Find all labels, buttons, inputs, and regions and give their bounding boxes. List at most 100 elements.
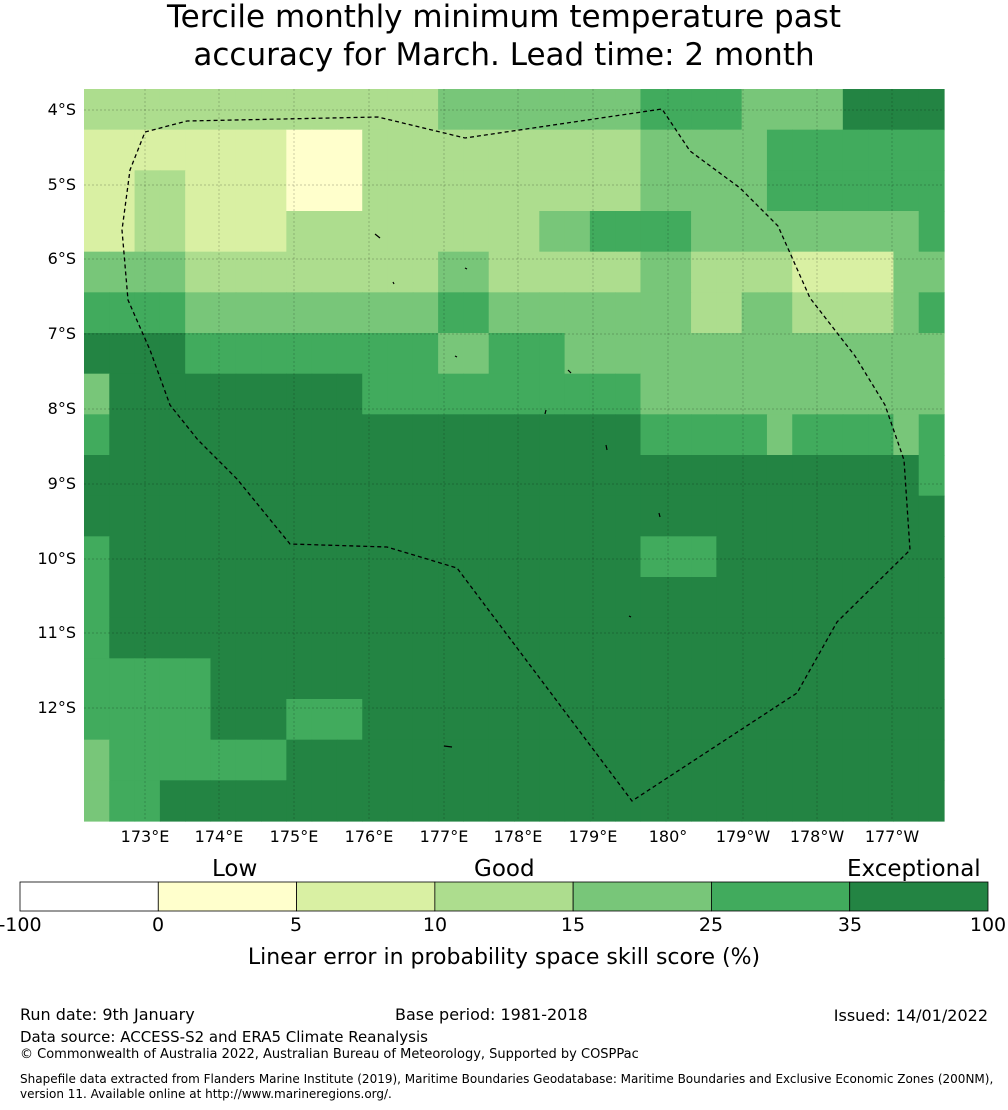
grid-cell [261, 536, 287, 578]
grid-cell [640, 211, 667, 253]
grid-cell [412, 699, 439, 741]
grid-cell [412, 373, 439, 415]
grid-cell [159, 617, 186, 659]
grid-cell [488, 455, 515, 497]
grid-cell [918, 251, 945, 293]
grid-cell [514, 292, 540, 334]
grid-cell [817, 780, 844, 822]
grid-cell [286, 170, 313, 212]
grid-cell [741, 292, 768, 334]
grid-cell [589, 373, 616, 415]
title-line-1: Tercile monthly minimum temperature past [166, 0, 842, 35]
grid-cell [564, 495, 591, 537]
grid-cell [665, 699, 692, 741]
grid-cell [589, 780, 616, 822]
lat-label: 9°S [47, 474, 76, 493]
grid-cell [336, 455, 363, 497]
grid-cell [235, 89, 262, 131]
grid-cell [817, 373, 844, 415]
grid-cell [412, 89, 439, 131]
data-source: Data source: ACCESS-S2 and ERA5 Climate … [20, 1028, 428, 1046]
grid-cell [589, 129, 616, 171]
grid-cell [210, 414, 237, 456]
grid-cell [691, 251, 717, 293]
grid-cell [842, 333, 869, 375]
grid-cell [615, 455, 642, 497]
grid-cell [665, 455, 692, 497]
grid-cell [488, 658, 515, 700]
grid-cell [589, 414, 616, 456]
grid-cell [412, 251, 439, 293]
grid-cell [261, 129, 287, 171]
grid-cell [766, 495, 793, 537]
grid-cell [716, 699, 743, 741]
category-good: Good [474, 856, 535, 882]
grid-cell [514, 617, 540, 659]
grid-cell [792, 617, 819, 659]
grid-cell [918, 495, 945, 537]
grid-cell [235, 699, 262, 741]
colorbar-segment [572, 881, 712, 912]
grid-cell [564, 577, 591, 619]
grid-cell [842, 129, 869, 171]
grid-cell [539, 495, 566, 537]
lon-label: 175°E [269, 827, 319, 846]
grid-cell [235, 211, 262, 253]
grid-cell [210, 251, 237, 293]
grid-cell [665, 414, 692, 456]
grid-cell [514, 414, 540, 456]
grid-cell [84, 739, 110, 781]
grid-cell [412, 414, 439, 456]
grid-cell [235, 129, 262, 171]
grid-cell [362, 333, 389, 375]
lon-label: 176°E [344, 827, 394, 846]
grid-cell [84, 455, 110, 497]
island [658, 512, 661, 518]
grid-cell [387, 455, 414, 497]
colorbar-tick: 100 [969, 914, 1007, 936]
grid-cell [412, 170, 439, 212]
grid-cell [918, 577, 945, 619]
grid-cell [286, 617, 313, 659]
grid-cell [159, 699, 186, 741]
grid-cell [868, 617, 895, 659]
grid-cell [842, 251, 869, 293]
grid-cell [716, 373, 743, 415]
grid-cell [665, 780, 692, 822]
grid-cell [868, 333, 895, 375]
grid-cell [792, 211, 819, 253]
grid-cell [514, 373, 540, 415]
grid-cell [615, 739, 642, 781]
grid-cell [210, 211, 237, 253]
grid-cell [893, 455, 920, 497]
grid-cell [691, 536, 717, 578]
grid-cell [691, 699, 717, 741]
grid-cell [185, 739, 212, 781]
grid-cell [463, 495, 490, 537]
grid-cell [893, 780, 920, 822]
grid-cell [261, 658, 287, 700]
colorbar-segment [711, 881, 851, 912]
grid-cell [842, 455, 869, 497]
grid-cell [463, 211, 490, 253]
grid-cell [868, 536, 895, 578]
lat-label: 10°S [37, 549, 76, 568]
grid-cell [311, 699, 338, 741]
grid-cell [210, 577, 237, 619]
grid-cell [185, 536, 212, 578]
grid-cell [261, 373, 287, 415]
grid-cell [412, 129, 439, 171]
grid-cell [918, 455, 945, 497]
grid-cell [134, 658, 161, 700]
grid-cell [362, 455, 389, 497]
grid-cell [362, 780, 389, 822]
grid-cell [716, 617, 743, 659]
grid-cell [716, 455, 743, 497]
grid-cell [766, 780, 793, 822]
grid-cell [868, 129, 895, 171]
colorbar-tick: -100 [0, 914, 42, 936]
grid-cell [463, 536, 490, 578]
grid-cell [286, 129, 313, 171]
grid-cell [84, 373, 110, 415]
grid-cell [868, 780, 895, 822]
